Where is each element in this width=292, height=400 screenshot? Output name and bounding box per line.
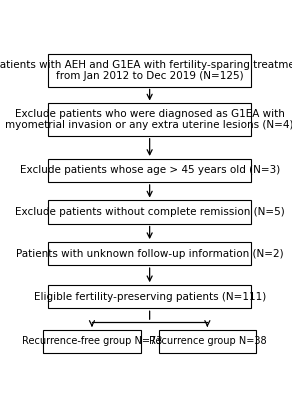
Text: Eligible fertility-preserving patients (N=111): Eligible fertility-preserving patients (… xyxy=(34,292,266,302)
Text: Exclude patients whose age > 45 years old (N=3): Exclude patients whose age > 45 years ol… xyxy=(20,166,280,176)
FancyBboxPatch shape xyxy=(48,104,251,136)
Text: Exclude patients who were diagnosed as G1EA with
myometrial invasion or any extr: Exclude patients who were diagnosed as G… xyxy=(5,109,292,130)
Text: Recurrence group N=38: Recurrence group N=38 xyxy=(149,336,266,346)
FancyBboxPatch shape xyxy=(48,200,251,224)
FancyBboxPatch shape xyxy=(48,159,251,182)
FancyBboxPatch shape xyxy=(48,285,251,308)
Text: Exclude patients without complete remission (N=5): Exclude patients without complete remiss… xyxy=(15,207,284,217)
FancyBboxPatch shape xyxy=(43,330,141,353)
FancyBboxPatch shape xyxy=(159,330,256,353)
FancyBboxPatch shape xyxy=(48,54,251,86)
FancyBboxPatch shape xyxy=(48,242,251,265)
Text: Patients with unknown follow-up information (N=2): Patients with unknown follow-up informat… xyxy=(16,248,284,258)
Text: Recurrence-free group N=73: Recurrence-free group N=73 xyxy=(22,336,162,346)
Text: Patients with AEH and G1EA with fertility-sparing treatment
from Jan 2012 to Dec: Patients with AEH and G1EA with fertilit… xyxy=(0,60,292,81)
